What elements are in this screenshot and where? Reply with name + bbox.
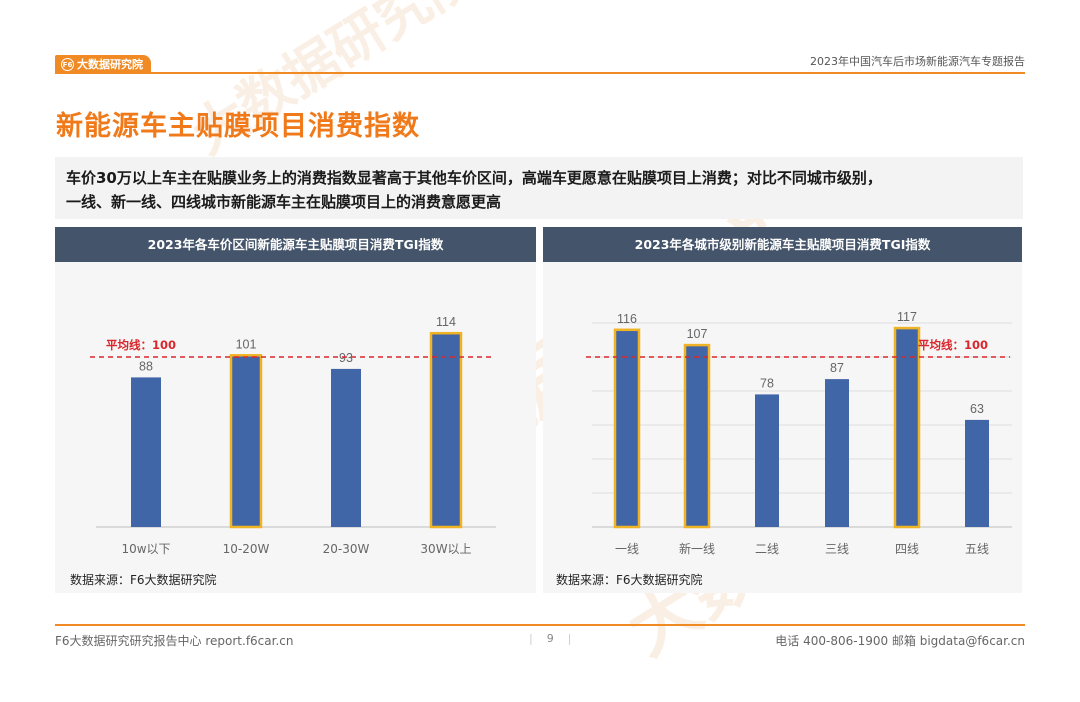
bar-city-4: [893, 326, 921, 529]
page-number: | 9 |: [529, 632, 572, 645]
footer-report-center: F6大数据研究研究报告中心 report.f6car.cn: [55, 634, 294, 648]
category-label: 二线: [755, 542, 779, 556]
footer-divider: [55, 624, 1025, 626]
chart-title-city: 2023年各城市级别新能源车主贴膜项目消费TGI指数: [543, 227, 1022, 262]
category-label: 10-20W: [223, 542, 270, 556]
category-label: 一线: [615, 542, 639, 556]
brand-logo-text: 大数据研究院: [77, 58, 143, 71]
summary-line-1: 车价30万以上车主在贴膜业务上的消费指数显著高于其他车价区间，高端车更愿意在贴膜…: [66, 169, 882, 187]
summary-box: [55, 157, 1023, 219]
bar-price-1: [229, 354, 263, 529]
report-title: 2023年中国汽车后市场新能源汽车专题报告: [810, 55, 1025, 68]
data-label: 93: [339, 351, 353, 365]
chart-title-price: 2023年各车价区间新能源车主贴膜项目消费TGI指数: [55, 227, 536, 262]
bar-price-3: [429, 331, 463, 529]
category-label: 20-30W: [323, 542, 370, 556]
category-label: 10w以下: [121, 542, 170, 556]
average-line-label: 平均线：100: [918, 338, 988, 352]
data-label: 107: [687, 327, 708, 341]
category-label: 新一线: [679, 541, 715, 556]
data-label: 63: [970, 402, 984, 416]
bar-city-2: [755, 394, 779, 527]
footer-contact: 电话 400-806-1900 邮箱 bigdata@f6car.cn: [775, 634, 1025, 648]
category-label: 三线: [825, 542, 849, 556]
data-label: 101: [236, 337, 257, 351]
bar-city-0: [613, 328, 641, 529]
bar-city-3: [825, 379, 849, 527]
data-label: 117: [897, 310, 917, 324]
bar-city-1: [683, 343, 711, 529]
data-label: 78: [760, 376, 774, 390]
brand-logo: F6 大数据研究院: [55, 55, 151, 74]
average-line-label: 平均线：100: [106, 338, 176, 352]
summary-line-2: 一线、新一线、四线城市新能源车主在贴膜项目上的消费意愿更高: [66, 193, 502, 211]
bar-city-5: [965, 419, 989, 527]
page-title: 新能源车主贴膜项目消费指数: [56, 111, 420, 142]
data-label: 87: [830, 361, 844, 375]
bar-price-0: [131, 377, 161, 527]
header-divider: [55, 72, 1025, 74]
data-source-city: 数据来源：F6大数据研究院: [556, 573, 703, 587]
data-label: 114: [436, 315, 456, 329]
data-label: 116: [617, 312, 637, 326]
category-label: 30W以上: [420, 542, 471, 556]
bar-price-2: [331, 368, 361, 527]
data-source-price: 数据来源：F6大数据研究院: [70, 573, 217, 587]
data-label: 88: [139, 359, 153, 373]
summary-text: 车价30万以上车主在贴膜业务上的消费指数显著高于其他车价区间，高端车更愿意在贴膜…: [66, 166, 1016, 214]
category-label: 五线: [965, 542, 989, 556]
category-label: 四线: [895, 542, 919, 556]
f6-logo-icon: F6: [61, 58, 74, 71]
